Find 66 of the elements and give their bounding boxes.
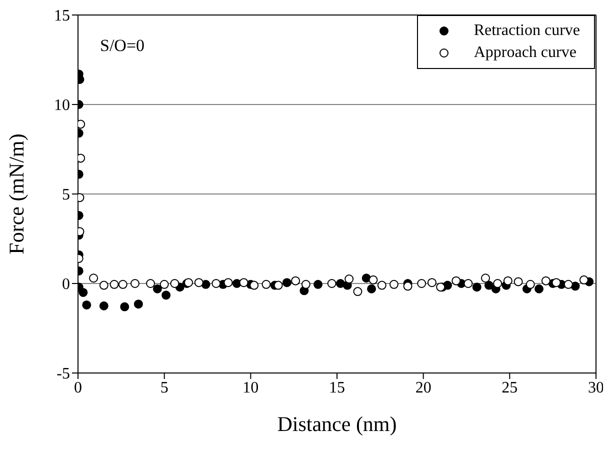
point: [282, 278, 292, 288]
point: [353, 287, 362, 296]
point: [484, 280, 494, 290]
point: [250, 280, 259, 290]
x-tick-label: 25: [502, 379, 518, 396]
point: [110, 280, 119, 289]
point: [564, 280, 573, 289]
point: [262, 280, 271, 289]
point: [89, 274, 98, 283]
y-tick-label: 0: [62, 276, 70, 294]
y-tick-label: 5: [62, 186, 70, 204]
point: [82, 300, 92, 310]
point: [314, 280, 323, 289]
point: [291, 276, 300, 286]
point: [417, 279, 426, 288]
point: [160, 280, 169, 289]
point: [99, 280, 108, 290]
x-tick-label: 0: [74, 379, 82, 396]
point: [367, 284, 376, 294]
point: [403, 282, 412, 291]
x-tick-label: 5: [160, 379, 168, 396]
point: [534, 284, 544, 294]
point: [344, 274, 354, 284]
annotation: S/O=0: [100, 36, 145, 56]
x-axis-title: Distance (nm): [277, 412, 397, 436]
point: [377, 280, 386, 290]
point: [389, 280, 398, 289]
x-tick-label: 15: [329, 379, 345, 396]
y-tick-label: 10: [54, 97, 70, 114]
point: [514, 277, 523, 286]
point: [427, 278, 436, 288]
point: [552, 278, 561, 288]
x-tick-label: 10: [242, 379, 259, 396]
point: [212, 279, 221, 288]
point: [503, 276, 512, 286]
point: [78, 288, 88, 297]
point: [472, 282, 482, 292]
y-tick-label: 15: [54, 8, 70, 25]
point: [146, 279, 156, 288]
point: [301, 280, 310, 289]
point: [152, 284, 162, 294]
point: [480, 274, 490, 283]
point: [224, 278, 233, 288]
point: [162, 290, 171, 300]
point: [464, 279, 473, 288]
point: [493, 279, 502, 288]
point: [368, 275, 378, 284]
y-axis-title: Force (mN/m): [4, 134, 28, 254]
point: [452, 276, 461, 286]
point: [274, 280, 283, 290]
point: [239, 278, 248, 288]
point: [170, 279, 180, 288]
y-tick-label: -5: [56, 366, 70, 383]
point: [118, 280, 128, 289]
point: [120, 302, 130, 312]
point: [526, 280, 535, 289]
legend-label: Retraction curve: [474, 21, 580, 41]
legend-label: Approach curve: [474, 43, 576, 63]
point: [134, 300, 143, 309]
point: [194, 278, 204, 288]
point: [579, 275, 588, 284]
point: [327, 279, 336, 288]
point: [130, 279, 140, 288]
x-tick-label: 20: [415, 379, 432, 396]
point: [541, 276, 550, 286]
point: [99, 301, 108, 310]
